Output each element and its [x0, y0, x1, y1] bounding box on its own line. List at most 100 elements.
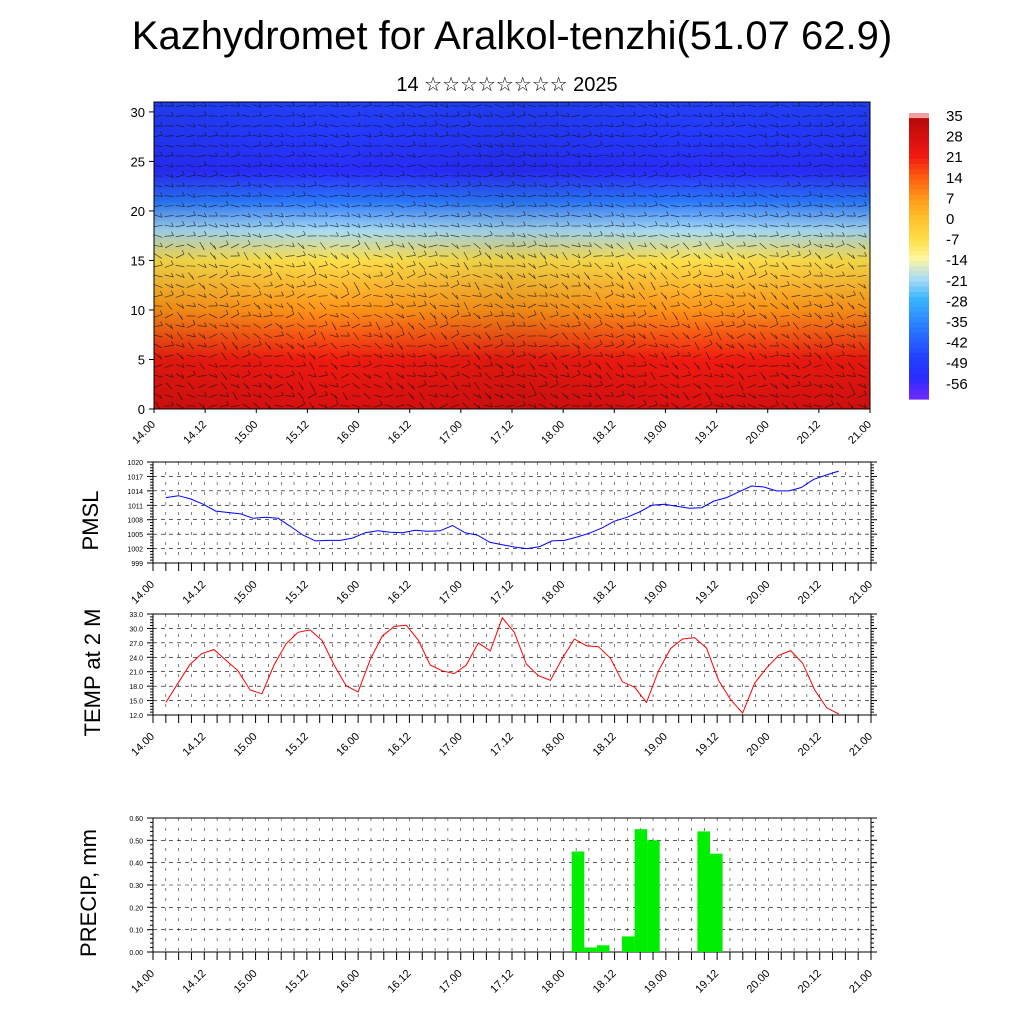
wind-vector: [813, 214, 823, 218]
wind-vector: [560, 324, 570, 328]
wind-barb: [512, 341, 515, 347]
wind-vector: [384, 313, 394, 319]
wind-barb: [567, 172, 570, 177]
wind-vector: [230, 405, 240, 407]
wind-vector: [846, 375, 856, 377]
colorbar-label: 28: [946, 129, 963, 146]
wind-barb: [677, 350, 680, 356]
colorbar-cell: [909, 296, 929, 303]
wind-barb: [424, 372, 427, 377]
wind-vector: [549, 164, 559, 168]
wind-vector: [187, 252, 195, 260]
wind-barb: [468, 210, 471, 216]
wind-vector: [231, 353, 239, 359]
wind-vector: [736, 134, 746, 138]
wind-vector: [330, 392, 338, 400]
wind-barb: [567, 151, 570, 156]
wind-barb: [258, 233, 262, 238]
wind-vector: [769, 354, 779, 358]
wind-barb: [545, 242, 548, 248]
wind-barb: [545, 161, 548, 167]
wind-barb: [336, 382, 339, 388]
wind-vector: [550, 303, 558, 309]
wind-vector: [836, 363, 844, 369]
wind-vector: [373, 204, 383, 208]
wind-vector: [395, 164, 405, 168]
wind-vector: [329, 404, 339, 408]
wind-barb: [226, 400, 229, 406]
colorbar-label: 0: [946, 211, 954, 228]
wind-vector: [736, 353, 746, 359]
wind-barb: [577, 394, 581, 399]
wind-vector: [626, 155, 636, 157]
wind-barb: [732, 172, 735, 177]
wind-barb: [490, 112, 493, 117]
x-tick-label: 20.00: [745, 731, 773, 759]
wind-vector: [264, 382, 272, 390]
wind-vector: [329, 314, 339, 318]
wind-barb: [456, 280, 460, 285]
wind-barb: [787, 210, 790, 216]
wind-vector: [505, 125, 515, 127]
wind-barb: [864, 252, 867, 257]
wind-vector: [571, 205, 581, 207]
wind-barb: [325, 391, 328, 396]
wind-vector: [208, 195, 218, 197]
wind-vector: [604, 314, 614, 318]
wind-barb: [578, 320, 581, 326]
wind-barb: [588, 373, 592, 378]
wind-vector: [670, 125, 680, 127]
wind-barb: [786, 203, 790, 208]
wind-vector: [307, 114, 317, 118]
wind-barb: [391, 222, 394, 227]
wind-vector: [626, 404, 636, 408]
wind-vector: [538, 305, 548, 307]
wind-barb: [446, 281, 449, 287]
wind-barb: [787, 362, 790, 367]
wind-vector: [264, 303, 272, 309]
wind-vector: [648, 114, 658, 118]
wind-barb: [512, 200, 515, 206]
wind-vector: [681, 374, 691, 378]
wind-barb: [347, 192, 350, 197]
wind-barb: [223, 345, 227, 351]
wind-vector: [857, 224, 867, 228]
wind-barb: [830, 340, 834, 345]
wind-barb: [676, 383, 680, 388]
wind-vector: [747, 114, 757, 118]
wind-barb: [841, 323, 845, 329]
wind-vector: [516, 404, 526, 408]
wind-barb: [532, 365, 536, 370]
wind-vector: [791, 155, 801, 157]
colorbar-cell: [909, 194, 929, 201]
wind-barb: [181, 249, 185, 255]
wind-vector: [681, 224, 691, 228]
wind-barb: [797, 243, 801, 248]
y-tick-label: 33.0: [129, 612, 143, 619]
wind-vector: [395, 294, 405, 298]
wind-barb: [774, 295, 778, 300]
wind-vector: [451, 252, 459, 260]
wind-barb: [300, 385, 304, 390]
wind-vector: [384, 114, 394, 118]
wind-vector: [637, 104, 647, 108]
wind-vector: [670, 205, 680, 207]
wind-vector: [340, 154, 350, 158]
wind-vector: [648, 104, 658, 108]
wind-vector: [846, 243, 856, 249]
wind-barb: [611, 171, 614, 176]
wind-barb: [666, 401, 669, 407]
wind-vector: [825, 292, 833, 300]
wind-vector: [681, 135, 691, 137]
wind-barb: [864, 192, 867, 197]
wind-vector: [780, 195, 790, 197]
wind-vector: [637, 264, 647, 268]
colorbar-cell: [909, 169, 929, 175]
wind-barb: [732, 120, 735, 126]
wind-vector: [220, 382, 228, 390]
wind-vector: [319, 302, 327, 310]
wind-vector: [747, 274, 757, 278]
wind-barb: [864, 182, 867, 187]
wind-vector: [175, 124, 185, 128]
wind-barb: [226, 151, 229, 156]
